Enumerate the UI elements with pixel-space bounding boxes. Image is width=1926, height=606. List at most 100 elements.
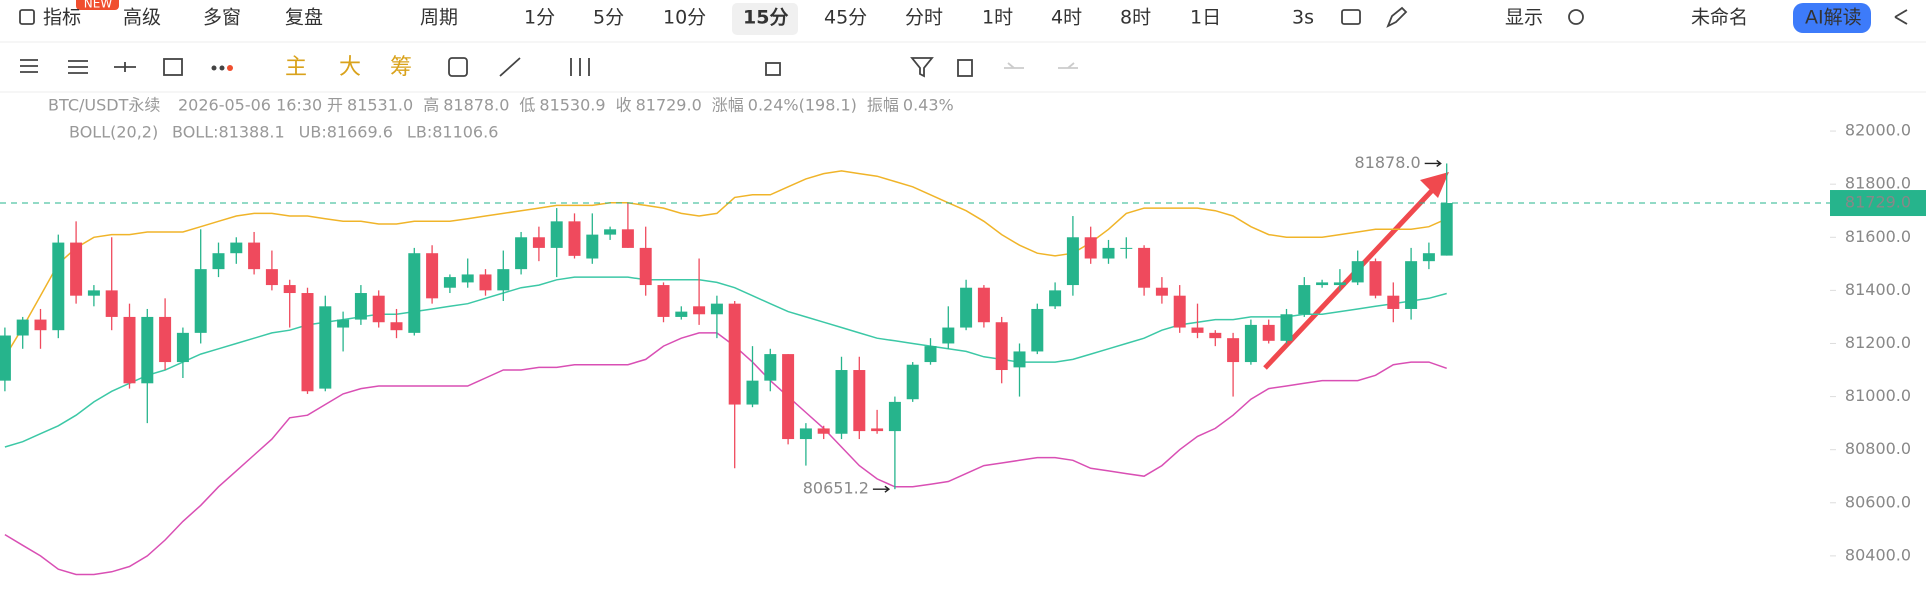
candle-body — [586, 234, 599, 259]
candle-body — [1280, 314, 1293, 341]
toolbar-item[interactable]: 高级 — [123, 7, 161, 29]
candle-body — [1316, 282, 1329, 286]
y-tick-label: 80400.0 — [1845, 545, 1911, 564]
icon[interactable] — [448, 57, 468, 77]
ai-button[interactable] — [1793, 3, 1871, 33]
toolbar-item[interactable]: 10分 — [663, 7, 706, 29]
candle-body — [426, 253, 439, 299]
info-value: 0.43% — [903, 96, 954, 115]
toolbar-item[interactable]: 4时 — [1051, 7, 1082, 29]
toolbar-item[interactable]: 1分 — [524, 7, 555, 29]
icon — [219, 65, 225, 71]
toolbar-item[interactable]: 1日 — [1190, 7, 1221, 29]
icon[interactable] — [1004, 62, 1078, 69]
icon[interactable] — [1341, 9, 1361, 25]
candle-body — [497, 269, 510, 291]
toolbar-item[interactable]: 复盘 — [285, 7, 323, 29]
icon[interactable] — [211, 65, 217, 71]
candle-body — [1227, 338, 1240, 363]
indicator-value: LB:81106.6 — [407, 123, 498, 142]
candle-body — [1173, 295, 1186, 328]
boll-line — [4, 276, 1447, 448]
candle-body — [1387, 295, 1400, 309]
candle-body — [853, 370, 866, 432]
new-badge: NEW — [84, 0, 113, 11]
toolbar-item[interactable]: 筹 — [390, 55, 412, 80]
info-value: 0.24%(198.1) — [748, 96, 857, 115]
candle-body — [1351, 261, 1364, 283]
toolbar-item[interactable]: 45分 — [824, 7, 867, 29]
y-tick-label: 81800.0 — [1845, 174, 1911, 193]
candle-body — [639, 247, 652, 286]
y-tick-label: 80800.0 — [1845, 439, 1911, 458]
candle-body — [746, 380, 759, 405]
candle-body — [461, 274, 474, 283]
toolbar-item[interactable]: 5分 — [593, 7, 624, 29]
candle-body — [265, 269, 278, 286]
candle-body — [1031, 308, 1044, 352]
candle-body — [924, 346, 937, 363]
toolbar-item[interactable]: 分时 — [905, 7, 943, 29]
toolbar-item[interactable]: 未命名 — [1691, 7, 1748, 29]
candle-body — [212, 253, 225, 270]
candle-body — [319, 306, 332, 389]
candle-body — [764, 354, 777, 381]
icon[interactable] — [499, 57, 590, 77]
icon[interactable] — [1386, 6, 1408, 28]
candle-body — [1102, 247, 1115, 259]
indicator-value: UB:81669.6 — [299, 123, 393, 142]
info-label: 收 — [616, 96, 632, 115]
toolbar-item[interactable]: 周期 — [420, 7, 458, 29]
info-value: 81530.9 — [539, 96, 605, 115]
candle-body — [479, 274, 492, 291]
icon[interactable] — [163, 58, 183, 76]
toolbar-item[interactable]: AI解读 — [1805, 7, 1862, 29]
icon[interactable] — [114, 62, 136, 72]
candle-body — [1013, 351, 1026, 368]
icon[interactable] — [765, 62, 781, 76]
icon[interactable] — [1568, 9, 1584, 25]
toolbar-item[interactable]: 主 — [285, 55, 307, 80]
time: 2026-05-06 16:30 — [178, 96, 322, 115]
candle-body — [283, 285, 296, 294]
candle-body — [408, 253, 421, 333]
toolbar-item[interactable]: 3s — [1292, 7, 1314, 29]
toolbar-item[interactable]: 大 — [339, 55, 361, 80]
candle-body — [443, 277, 456, 288]
candle-body — [906, 364, 919, 400]
candle-body — [960, 287, 973, 328]
info-value: 81878.0 — [443, 96, 509, 115]
candle-body — [337, 319, 350, 328]
candle-body — [693, 306, 706, 315]
toolbar-item[interactable]: 显示 — [1505, 7, 1543, 29]
toolbar-item[interactable]: 15分 — [743, 7, 788, 29]
candle-body — [1422, 253, 1435, 262]
icon[interactable] — [957, 59, 973, 77]
candle-body — [1209, 332, 1222, 339]
candle-body — [1120, 247, 1133, 249]
new-badge-bg — [76, 0, 119, 10]
toolbar-item[interactable]: 指标 — [43, 7, 81, 29]
last-price-label: 81729.0 — [1845, 193, 1911, 212]
icon[interactable] — [19, 9, 35, 25]
candle-body — [87, 290, 100, 296]
drawn-arrow-head — [1420, 172, 1449, 198]
y-tick-label: 81200.0 — [1845, 333, 1911, 352]
icon[interactable] — [910, 57, 934, 78]
candle-body — [995, 322, 1008, 371]
candle-body — [1405, 261, 1418, 309]
boll-line — [4, 170, 1448, 358]
toolbar-item[interactable]: 1时 — [982, 7, 1013, 29]
icon[interactable] — [1894, 9, 1908, 25]
candle-body — [390, 322, 403, 331]
candle-body — [16, 319, 29, 336]
icon[interactable] — [20, 59, 38, 73]
candle-body — [1333, 282, 1346, 286]
icon[interactable] — [68, 60, 88, 74]
candle-body — [1244, 324, 1257, 363]
toolbar-item[interactable]: 8时 — [1120, 7, 1151, 29]
toolbar-item[interactable]: 多窗 — [203, 7, 241, 29]
candle-body — [515, 237, 528, 270]
